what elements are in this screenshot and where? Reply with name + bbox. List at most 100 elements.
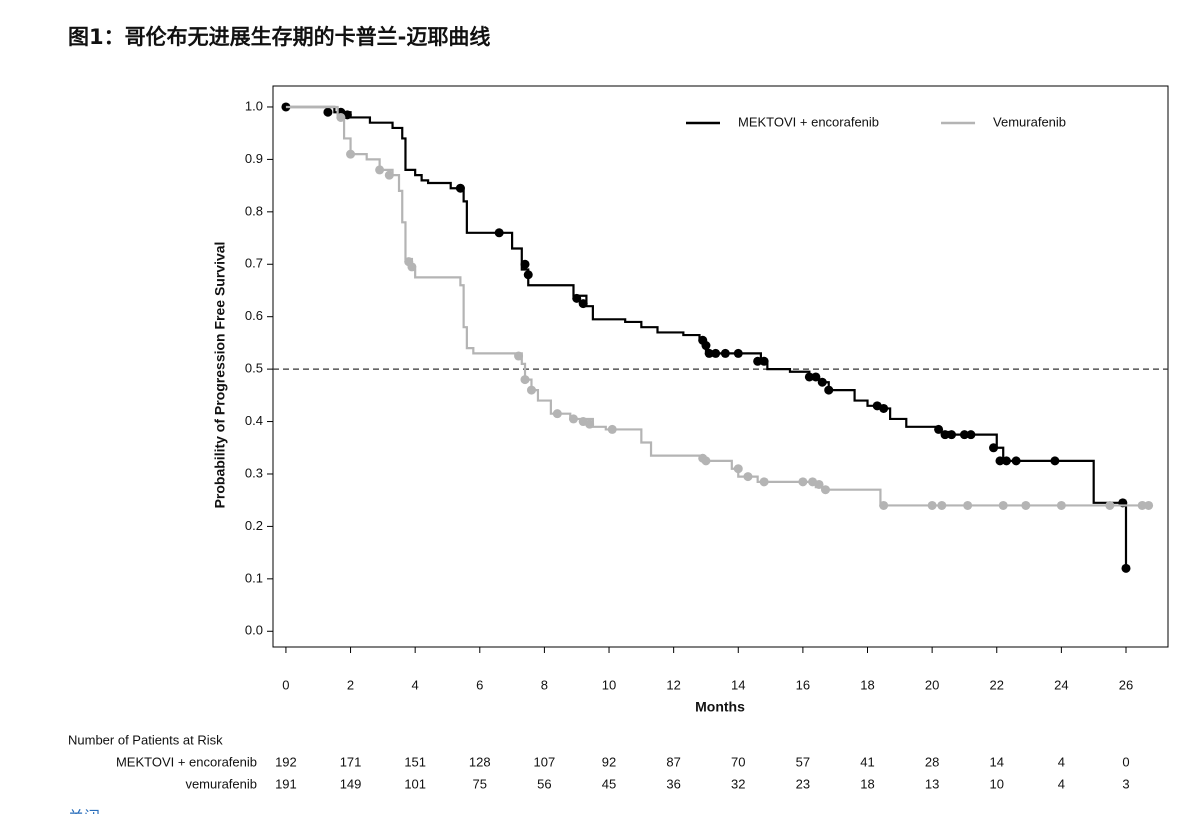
- x-tick-label: 2: [347, 677, 354, 692]
- censor-mark: [989, 443, 999, 453]
- x-tick-label: 4: [412, 677, 419, 692]
- censor-mark: [995, 456, 1005, 466]
- survival-curve: [285, 105, 1149, 507]
- censor-mark: [1011, 456, 1021, 466]
- y-tick-label: 0.0: [245, 623, 263, 638]
- risk-row-label: MEKTOVI + encorafenib: [116, 754, 257, 769]
- risk-count: 10: [990, 776, 1004, 791]
- censor-mark: [572, 293, 582, 303]
- legend-label: MEKTOVI + encorafenib: [738, 114, 879, 129]
- censor-mark: [1121, 563, 1131, 573]
- censor-mark: [733, 348, 743, 358]
- risk-count: 87: [666, 754, 680, 769]
- censor-mark: [821, 485, 831, 495]
- risk-table-title: Number of Patients at Risk: [68, 732, 223, 747]
- y-tick-label: 0.2: [245, 518, 263, 533]
- censor-mark: [701, 456, 711, 466]
- censor-mark: [879, 403, 889, 413]
- censor-mark: [940, 430, 950, 440]
- censor-mark: [455, 183, 465, 193]
- censor-mark: [959, 430, 969, 440]
- censor-mark: [753, 356, 763, 366]
- censor-mark: [585, 419, 595, 429]
- censor-mark: [963, 500, 973, 510]
- x-tick-label: 24: [1054, 677, 1068, 692]
- x-tick-label: 8: [541, 677, 548, 692]
- risk-count: 18: [860, 776, 874, 791]
- x-axis-label: Months: [695, 699, 745, 715]
- censor-mark: [1021, 500, 1031, 510]
- x-tick-label: 0: [282, 677, 289, 692]
- y-tick-label: 0.9: [245, 151, 263, 166]
- x-tick-label: 20: [925, 677, 939, 692]
- y-tick-label: 0.7: [245, 256, 263, 271]
- censor-mark: [1144, 500, 1154, 510]
- censor-mark: [759, 356, 769, 366]
- x-tick-label: 22: [990, 677, 1004, 692]
- censor-mark: [759, 477, 769, 487]
- censor-mark: [384, 170, 394, 180]
- risk-count: 14: [990, 754, 1004, 769]
- censor-mark: [879, 500, 889, 510]
- page-title: 图1：哥伦布无进展生存期的卡普兰-迈耶曲线: [68, 25, 490, 49]
- y-tick-label: 0.3: [245, 465, 263, 480]
- x-tick-label: 26: [1119, 677, 1133, 692]
- censor-mark: [934, 424, 944, 434]
- censor-mark: [743, 472, 753, 482]
- censor-mark: [375, 165, 385, 175]
- y-tick-label: 0.6: [245, 308, 263, 323]
- censor-mark: [733, 464, 743, 474]
- risk-count: 4: [1058, 776, 1065, 791]
- censor-mark: [607, 424, 617, 434]
- censor-mark: [1001, 456, 1011, 466]
- censor-mark: [407, 262, 417, 272]
- legend-label: Vemurafenib: [993, 114, 1066, 129]
- risk-count: 57: [796, 754, 810, 769]
- y-tick-label: 0.5: [245, 361, 263, 376]
- censor-mark: [523, 270, 533, 280]
- censor-mark: [947, 430, 957, 440]
- x-tick-label: 10: [602, 677, 616, 692]
- risk-count: 13: [925, 776, 939, 791]
- risk-count: 23: [796, 776, 810, 791]
- censor-mark: [1050, 456, 1060, 466]
- censor-mark: [568, 414, 578, 424]
- censor-mark: [520, 375, 530, 385]
- close-link[interactable]: 关闭: [68, 808, 100, 814]
- censor-mark: [798, 477, 808, 487]
- risk-count: 192: [275, 754, 297, 769]
- censor-mark: [520, 259, 530, 269]
- censor-mark: [526, 385, 536, 395]
- censor-mark: [701, 341, 711, 351]
- censor-mark: [1137, 500, 1147, 510]
- censor-mark: [720, 348, 730, 358]
- risk-count: 92: [602, 754, 616, 769]
- censor-mark: [966, 430, 976, 440]
- risk-count: 191: [275, 776, 297, 791]
- risk-count: 56: [537, 776, 551, 791]
- x-tick-label: 16: [796, 677, 810, 692]
- risk-count: 3: [1122, 776, 1129, 791]
- censor-mark: [552, 409, 562, 419]
- y-tick-label: 0.8: [245, 203, 263, 218]
- risk-count: 0: [1122, 754, 1129, 769]
- risk-count: 4: [1058, 754, 1065, 769]
- censor-mark: [817, 377, 827, 387]
- y-tick-label: 0.4: [245, 413, 263, 428]
- censor-mark: [998, 500, 1008, 510]
- risk-count: 151: [404, 754, 426, 769]
- risk-count: 107: [534, 754, 556, 769]
- y-tick-label: 0.1: [245, 570, 263, 585]
- censor-mark: [494, 228, 504, 238]
- x-tick-label: 18: [860, 677, 874, 692]
- y-axis-label: Probability of Progression Free Survival: [212, 242, 228, 509]
- censor-mark: [346, 149, 356, 159]
- censor-mark: [514, 351, 524, 361]
- x-tick-label: 14: [731, 677, 745, 692]
- risk-count: 171: [340, 754, 362, 769]
- censor-mark: [336, 112, 346, 122]
- censor-mark: [323, 107, 333, 117]
- censor-mark: [937, 500, 947, 510]
- censor-mark: [811, 372, 821, 382]
